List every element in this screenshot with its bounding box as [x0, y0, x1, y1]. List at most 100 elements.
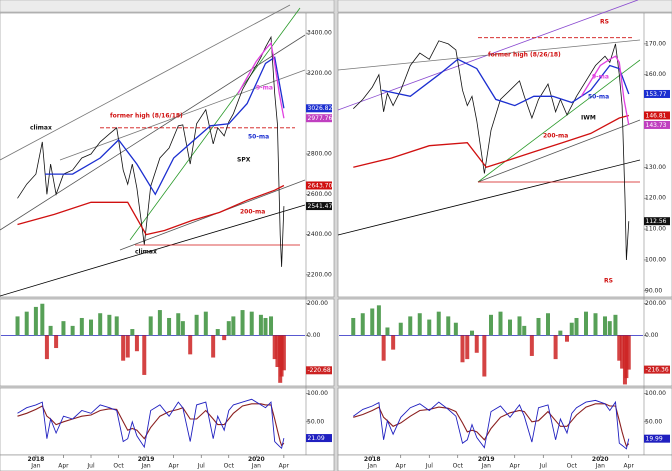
cci-bar: [624, 335, 629, 379]
cci-bar: [565, 335, 569, 342]
value-tag: [644, 434, 670, 443]
cci-bar: [54, 335, 59, 349]
cci-bar: [70, 325, 75, 336]
cci-bar: [574, 317, 579, 336]
x-tick-label: Apr: [58, 463, 69, 470]
price-line: [17, 35, 285, 267]
x-tick-label: Jan: [595, 463, 605, 470]
cci-bar: [417, 313, 422, 336]
cci-bar: [167, 317, 172, 336]
value-tag-label: 143.73: [646, 122, 667, 129]
cci-bar: [360, 313, 365, 336]
cci-bar: [215, 329, 220, 336]
series-label: 200-ma: [240, 209, 265, 216]
value-tag-label: -216.36: [646, 366, 669, 373]
cci-bar: [61, 321, 66, 336]
y-tick-label: 100.00: [307, 390, 328, 397]
cci-bar: [446, 316, 451, 336]
cci-bar: [263, 317, 268, 336]
cci-bar: [593, 313, 598, 336]
cci-bar: [33, 306, 38, 336]
cci-bar: [134, 335, 139, 352]
cci-bar: [142, 335, 147, 375]
y-tick-label: 160.00: [645, 71, 666, 78]
moving-average: [381, 58, 630, 107]
cci-bar: [436, 311, 441, 336]
cci-bar: [148, 316, 153, 336]
cci-bar: [15, 316, 20, 336]
rsi-panel: [0, 387, 335, 456]
cci-bar: [626, 335, 631, 370]
cci-bar: [351, 317, 356, 336]
cci-bar: [398, 322, 403, 336]
cci-bar: [157, 310, 162, 336]
series-label: 50-ma: [248, 134, 269, 141]
trend-line: [59, 69, 306, 161]
cci-bar: [385, 327, 390, 336]
cci-bar: [222, 335, 227, 341]
cci-bar: [482, 335, 487, 377]
cci-bar: [460, 335, 465, 363]
cci-bar: [194, 314, 199, 336]
x-tick-label: Jan: [140, 463, 150, 470]
value-tag: [306, 181, 332, 190]
price-panel: [337, 12, 672, 298]
value-tag-label: 146.81: [646, 112, 667, 119]
x-tick-label: Jul: [425, 463, 434, 470]
year-label: 2019: [478, 456, 495, 463]
year-label: 2018: [28, 456, 45, 463]
y-tick-label: 0.00: [307, 332, 321, 339]
former-high-label: former high (8/26/18): [488, 52, 561, 59]
y-tick-label: 120.00: [645, 195, 666, 202]
moving-average: [580, 55, 630, 126]
cci-bar: [121, 335, 126, 361]
cci-bar: [269, 316, 274, 336]
annotation: climax: [30, 125, 52, 132]
cci-bar: [279, 335, 284, 377]
cci-bar: [381, 335, 386, 361]
value-tag-label: 19.99: [646, 435, 663, 442]
y-tick-label: 2400.00: [307, 231, 332, 238]
value-tag: [306, 202, 332, 211]
cci-bar: [569, 322, 574, 336]
value-tag-label: 153.77: [646, 91, 667, 98]
value-tag-label: 112.56: [646, 218, 667, 225]
value-tag-label: 3026.82: [308, 105, 333, 112]
cci-bar: [603, 316, 607, 336]
value-tag: [644, 89, 670, 98]
price-panel: [0, 12, 335, 298]
cci-bar: [607, 321, 612, 336]
trend-line: [477, 119, 641, 183]
annotation: RS: [600, 19, 609, 26]
moving-average: [353, 114, 629, 169]
header-bar: [337, 0, 672, 13]
y-tick-label: 2200.00: [307, 271, 332, 278]
x-tick-label: Oct: [224, 463, 235, 470]
cci-bar: [275, 335, 280, 368]
cci-bar: [240, 310, 245, 336]
value-tag-label: -220.68: [308, 367, 331, 374]
cci-bar: [125, 335, 130, 358]
y-tick-label: 50.00: [307, 418, 324, 425]
y-tick-label: 2600.00: [307, 191, 332, 198]
cci-bar: [272, 335, 277, 360]
trend-line: [0, 34, 306, 231]
moving-average: [17, 184, 285, 236]
cci-bar: [522, 325, 527, 336]
cci-bar: [249, 311, 254, 336]
y-tick-label: 200.00: [307, 300, 328, 307]
value-tag: [306, 104, 332, 113]
cci-bar: [465, 335, 470, 360]
cci-bar: [211, 335, 216, 358]
cci-bar: [203, 311, 208, 336]
date-axis: [0, 454, 335, 471]
x-tick-label: Jul: [539, 463, 548, 470]
x-tick-label: Jan: [251, 463, 261, 470]
moving-average: [45, 56, 285, 196]
year-label: 2020: [248, 456, 265, 463]
value-tag: [306, 114, 332, 123]
cci-bar: [281, 335, 286, 371]
rsi-line: [353, 399, 630, 450]
cci-bar: [536, 317, 541, 336]
y-tick-label: 170.00: [645, 40, 666, 47]
